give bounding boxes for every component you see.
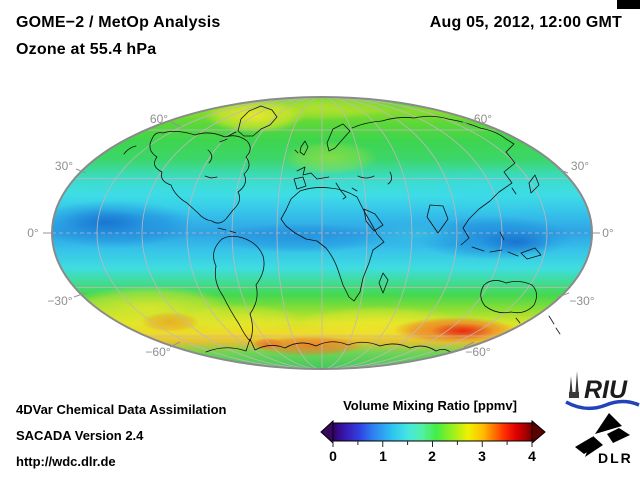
riu-cathedral-icon xyxy=(569,371,579,398)
lat-label-right-60: 60° xyxy=(474,112,492,126)
dlr-logo: DLR xyxy=(575,413,633,466)
ozone-field xyxy=(52,97,592,369)
colorbar-left-arrow xyxy=(320,419,334,445)
dlr-bird-icon xyxy=(575,413,630,457)
lat-label-right-m30: −30° xyxy=(569,294,594,308)
colorbar-tick-0: 0 xyxy=(329,448,337,464)
page-title: GOME−2 / MetOp Analysis xyxy=(16,14,221,31)
footer-line-version: SACADA Version 2.4 xyxy=(16,428,144,443)
lat-label-left-m30: −30° xyxy=(47,294,72,308)
colorbar-ticks xyxy=(332,441,533,447)
riu-logo: RIU xyxy=(565,371,640,411)
coastlines xyxy=(123,105,561,354)
lat-label-left-m60: −60° xyxy=(145,345,170,359)
colorbar-tick-3: 3 xyxy=(478,448,486,464)
colorbar xyxy=(320,419,546,447)
latitude-ticks xyxy=(43,121,600,348)
colorbar-tick-4: 4 xyxy=(528,448,536,464)
lat-label-left-30: 30° xyxy=(55,159,73,173)
dlr-logo-text: DLR xyxy=(598,450,633,466)
timestamp: Aug 05, 2012, 12:00 GMT xyxy=(429,14,622,31)
colorbar-tick-1: 1 xyxy=(379,448,387,464)
footer-line-assimilation: 4DVar Chemical Data Assimilation xyxy=(16,402,227,417)
lat-label-right-30: 30° xyxy=(571,159,589,173)
colorbar-right-arrow xyxy=(531,419,546,445)
colorbar-tick-labels: 0 1 2 3 4 xyxy=(0,448,640,466)
lat-label-left-60: 60° xyxy=(150,112,168,126)
lat-label-left-0: 0° xyxy=(27,226,39,240)
colorbar-title: Volume Mixing Ratio [ppmv] xyxy=(343,398,517,413)
colorbar-gradient xyxy=(332,422,533,442)
graticule xyxy=(52,96,592,370)
colorbar-tick-2: 2 xyxy=(428,448,436,464)
lat-label-right-0: 0° xyxy=(602,226,614,240)
latitude-labels: 60° 30° 0° −30° −60° 60° 30° 0° −30° −60… xyxy=(27,112,614,359)
riu-logo-text: RIU xyxy=(584,376,628,404)
lat-label-right-m60: −60° xyxy=(465,345,490,359)
footer-line-url: http://wdc.dlr.de xyxy=(16,454,116,469)
corner-mark xyxy=(617,0,640,9)
riu-wave-icon xyxy=(565,399,640,411)
page-subtitle: Ozone at 55.4 hPa xyxy=(16,41,157,58)
